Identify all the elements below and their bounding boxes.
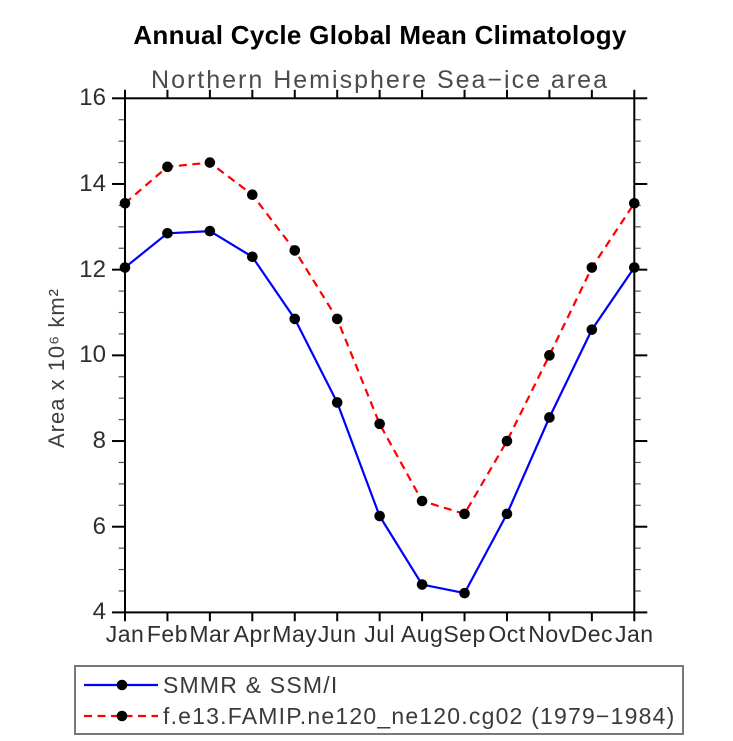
x-tick-label: Oct (488, 621, 526, 647)
data-point-marker (204, 157, 216, 168)
legend-dashed-line-marker-icon (84, 710, 158, 722)
data-point-marker (289, 245, 301, 256)
plot-frame (124, 97, 636, 614)
y-tick-label: 10 (79, 341, 106, 369)
data-point-marker (544, 412, 555, 423)
data-point-marker (586, 324, 598, 335)
legend-item-dashed: f.e13.FAMIP.ne120_ne120.cg02 (1979−1984) (82, 703, 675, 729)
chart-subtitle: Northern Hemisphere Sea−ice area (151, 66, 609, 94)
legend-box: SMMR & SSM/I f.e13.FAMIP.ne120_ne120.cg02… (74, 665, 684, 735)
data-point-marker (119, 197, 131, 209)
data-point-marker (629, 262, 640, 273)
x-tick-label: Feb (146, 621, 188, 647)
data-point-marker (501, 435, 513, 447)
x-tick-label: Sep (443, 621, 486, 647)
data-point-marker (162, 227, 173, 239)
data-point-marker (204, 225, 216, 237)
data-point-marker (289, 313, 301, 325)
data-point-marker (331, 397, 343, 408)
y-tick-label: 6 (92, 512, 106, 540)
legend-label: f.e13.FAMIP.ne120_ne120.cg02 (1979−1984) (163, 702, 676, 729)
x-tick-label: Jan (105, 621, 145, 647)
data-point-marker (247, 189, 258, 200)
x-tick-label: Dec (570, 621, 614, 647)
data-point-marker (416, 495, 428, 507)
legend-solid-line-marker-icon (84, 679, 158, 691)
x-tick-label: Jul (364, 621, 396, 647)
chart-title: Annual Cycle Global Mean Climatology (133, 20, 627, 50)
data-point-marker (629, 197, 640, 209)
data-point-marker (459, 587, 470, 599)
y-tick-label: 8 (92, 427, 106, 455)
x-tick-label: Aug (400, 621, 444, 647)
legend-item-solid: SMMR & SSM/I (82, 672, 338, 698)
data-point-marker (459, 508, 470, 520)
legend-label: SMMR & SSM/I (163, 671, 339, 698)
data-point-marker (331, 313, 343, 325)
x-tick-label: Jan (615, 621, 654, 647)
y-tick-label: 14 (79, 169, 106, 197)
data-point-marker (501, 508, 513, 520)
y-tick-label: 12 (79, 255, 106, 283)
x-tick-label: Mar (189, 621, 231, 647)
data-point-marker (416, 579, 428, 590)
y-tick-label: 4 (92, 598, 106, 626)
data-point-marker (586, 262, 598, 273)
data-point-marker (544, 350, 555, 361)
series-line-0 (124, 230, 636, 595)
x-tick-label: Jun (317, 621, 357, 647)
data-point-marker (247, 251, 258, 263)
y-tick-label: 16 (79, 84, 106, 112)
series-line-1 (124, 161, 636, 516)
x-tick-label: Apr (233, 621, 271, 647)
data-point-marker (374, 510, 385, 522)
data-point-marker (162, 161, 173, 173)
data-point-marker (374, 418, 385, 430)
x-tick-label: May (272, 621, 318, 647)
x-tick-label: Nov (528, 621, 571, 647)
data-point-marker (119, 262, 131, 273)
